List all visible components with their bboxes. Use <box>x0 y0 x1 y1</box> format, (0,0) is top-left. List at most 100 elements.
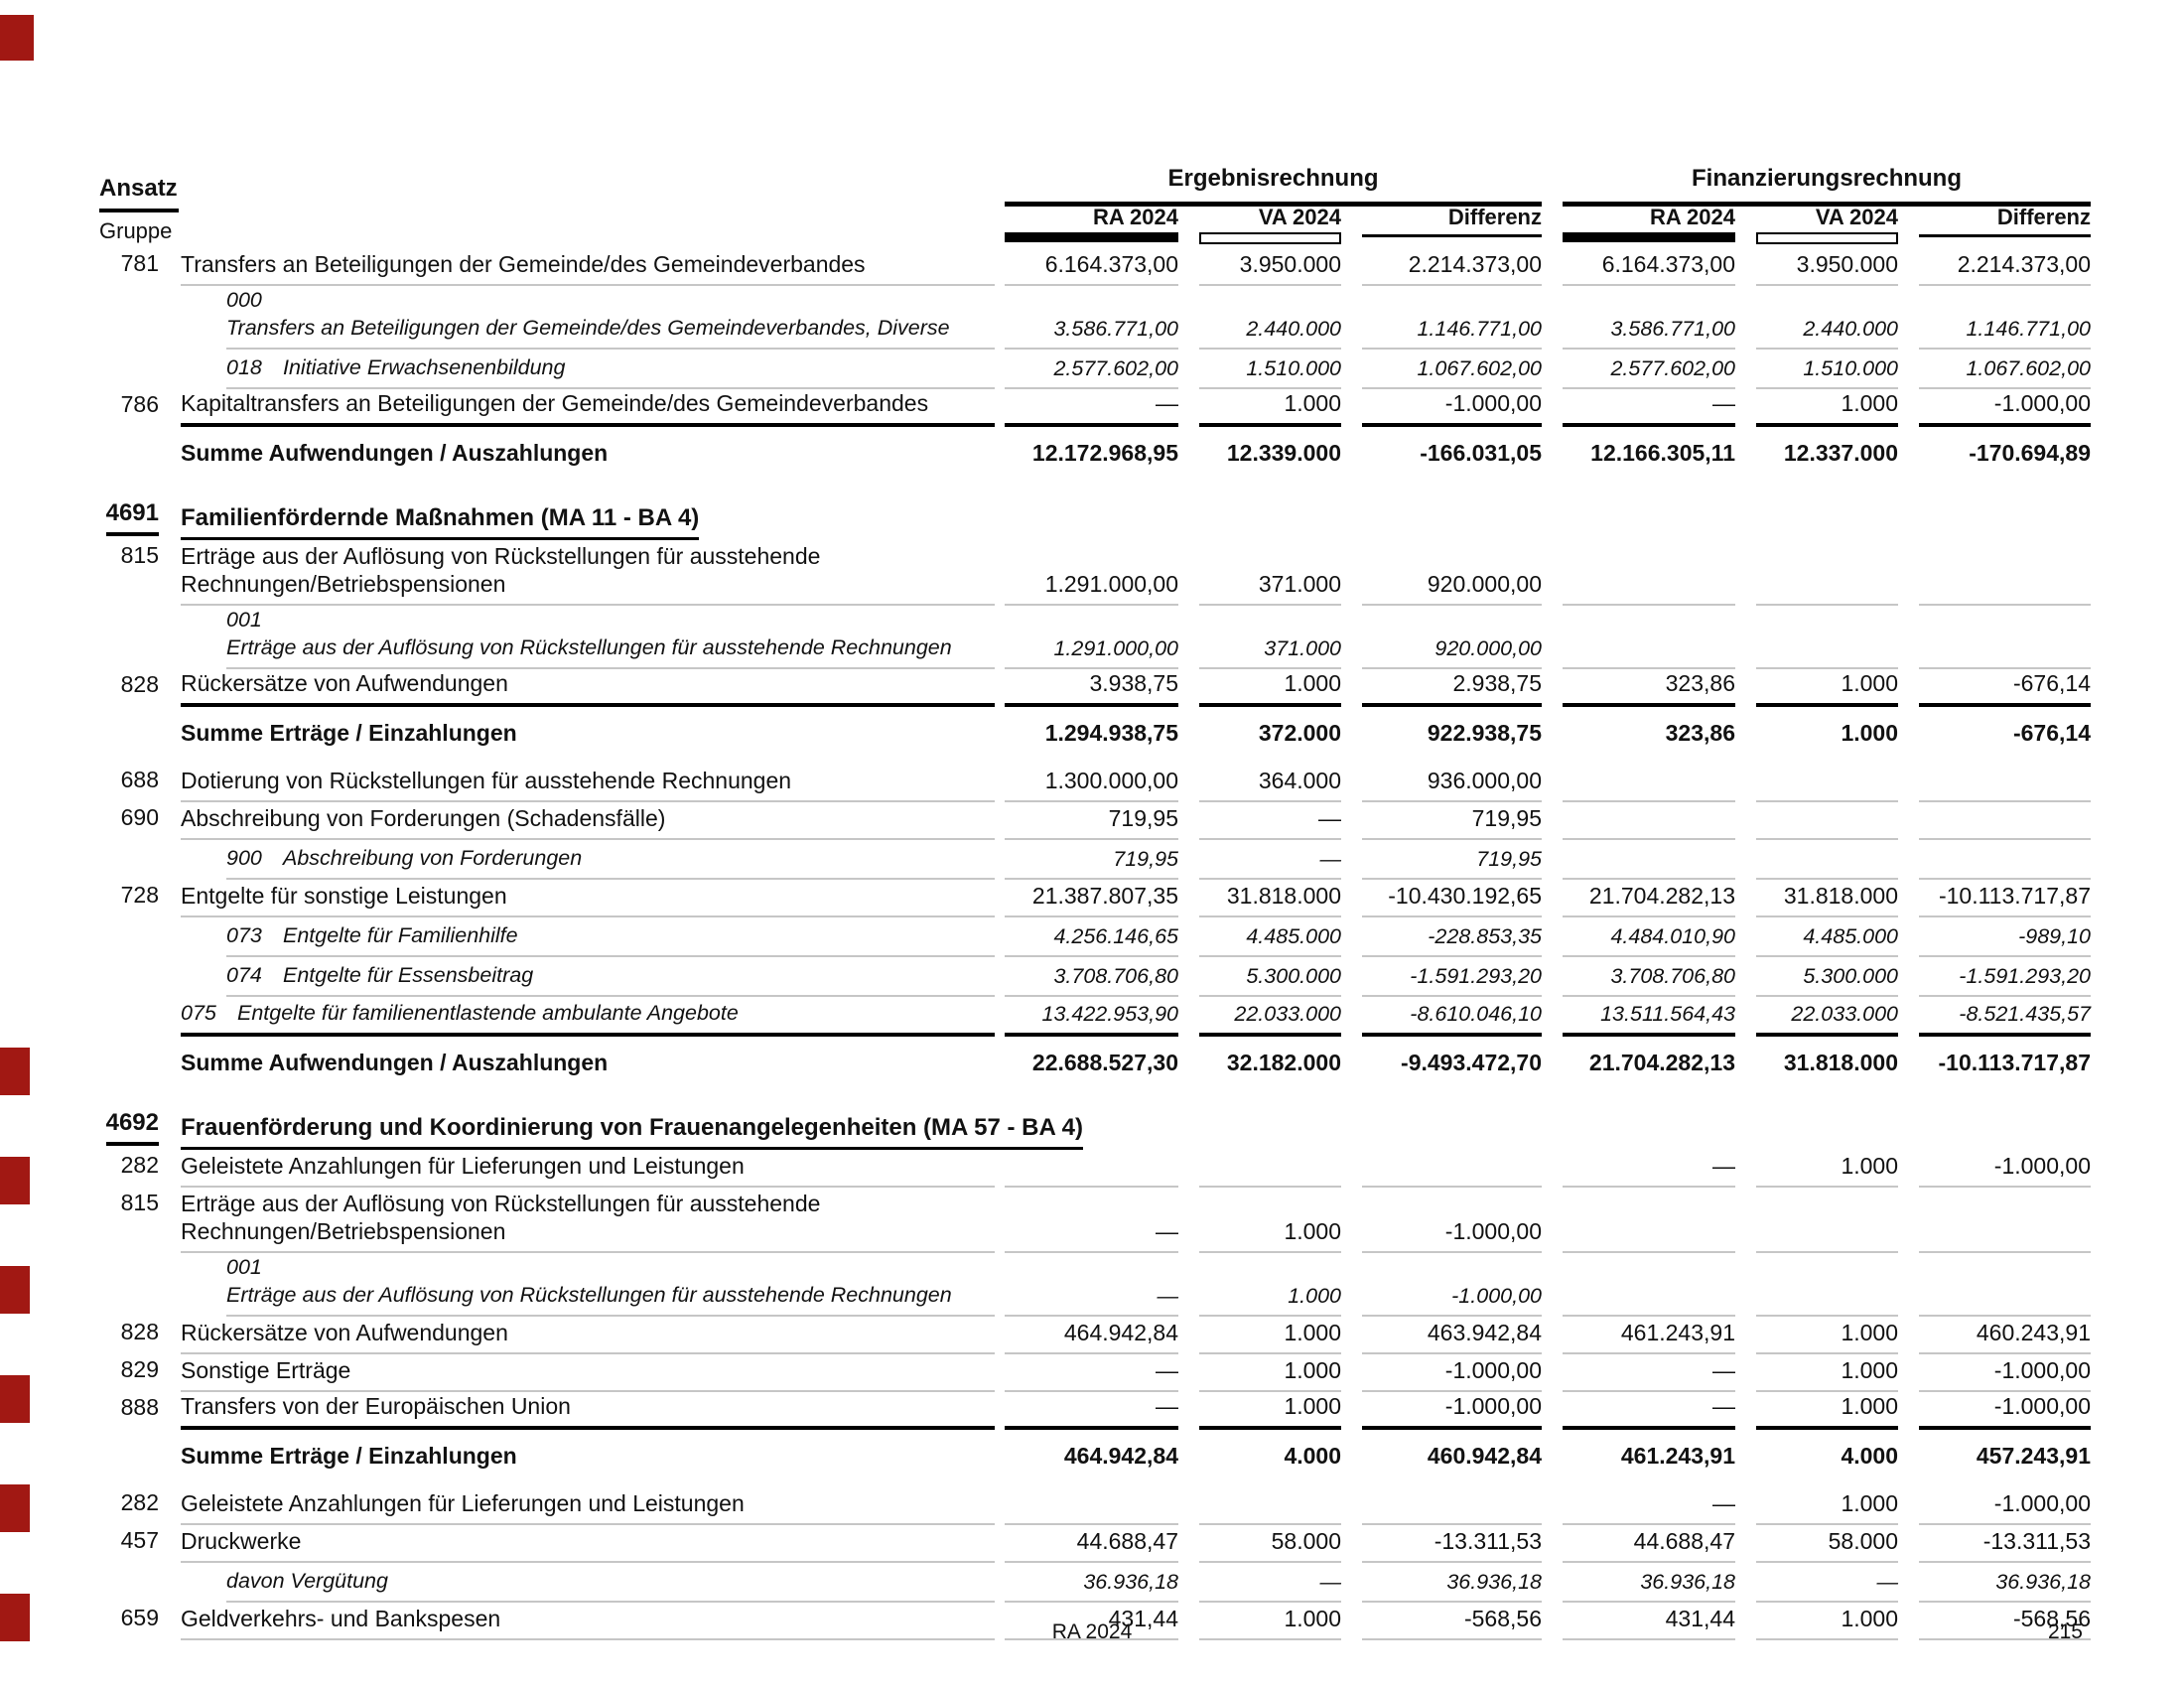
row-description-cell: Rückersätze von Aufwendungen <box>181 1317 995 1354</box>
value-cell <box>1005 1487 1178 1525</box>
row-description-text: Erträge aus der Auflösung von Rückstellu… <box>181 543 821 569</box>
gruppe-number: 828 <box>120 671 159 697</box>
value-cell: 12.172.968,95 <box>1031 440 1178 466</box>
value-cell: -228.853,35 <box>1362 917 1542 957</box>
value-cell: 463.942,84 <box>1362 1317 1542 1354</box>
row-description: Summe Aufwendungen / Auszahlungen <box>181 427 995 477</box>
row-description-cell: 001 Erträge aus der Auflösung von Rückste… <box>181 1253 995 1317</box>
row-description-text: davon Vergütung <box>226 1569 388 1593</box>
row-description: Rückersätze von Aufwendungen <box>181 1317 995 1354</box>
row-description-cell: Geldverkehrs- und Bankspesen <box>181 1603 995 1640</box>
value-cell: 1.000 <box>1756 1354 1898 1392</box>
value-cell <box>1362 1487 1542 1525</box>
value-cell: 1.510.000 <box>1199 350 1341 389</box>
row-description-cell: Druckwerke <box>181 1525 995 1563</box>
value-cell: -1.000,00 <box>1919 1354 2091 1392</box>
value-cell <box>1919 765 2091 802</box>
value-cell <box>1563 606 1735 669</box>
table-row: 828 Rückersätze von Aufwendungen 3.938,75 1… <box>0 669 2091 707</box>
value-cell: 3.586.771,00 <box>1005 286 1178 350</box>
value-cell: 1.000 <box>1756 1392 1898 1430</box>
row-description: 018 Initiative Erwachsenenbildung <box>226 350 995 389</box>
gruppe-number: 690 <box>120 804 159 830</box>
value-cell: 58.000 <box>1756 1525 1898 1563</box>
value-cell: 2.214.373,00 <box>1362 248 1542 286</box>
value-cell: 1.510.000 <box>1756 350 1898 389</box>
gruppe-number: 828 <box>120 1319 159 1344</box>
value-cell: -568,56 <box>1919 1603 2091 1640</box>
table-row: 728 Entgelte für sonstige Leistungen 21.38… <box>0 880 2091 917</box>
value-cell: 36.936,18 <box>1919 1563 2091 1603</box>
table-row: 815 Erträge aus der Auflösung von Rückste… <box>0 1188 2091 1253</box>
row-description-cell: 073 Entgelte für Familienhilfe <box>181 917 995 957</box>
value-cell: 21.704.282,13 <box>1563 880 1735 917</box>
gruppe-number <box>0 840 159 880</box>
gruppe-number <box>0 286 159 350</box>
gruppe-number: 815 <box>120 542 159 568</box>
section-title-text: Frauenförderung und Koordinierung von Fr… <box>181 1114 1083 1150</box>
row-description: 000 Transfers an Beteiligungen der Gemein… <box>226 286 995 350</box>
value-cell: 2.440.000 <box>1756 286 1898 350</box>
value-cell: — <box>1563 1354 1735 1392</box>
section-number: 4692 <box>0 1094 159 1150</box>
row-description: 900 Abschreibung von Forderungen <box>226 840 995 880</box>
value-cell: -1.000,00 <box>1362 1392 1542 1430</box>
value-cell: 1.000 <box>1756 1487 1898 1525</box>
gruppe-number <box>0 997 159 1037</box>
gruppe-number: 781 <box>120 250 159 276</box>
row-subcode: 001 <box>226 1255 262 1279</box>
row-description-text: Erträge aus der Auflösung von Rückstellu… <box>226 635 952 659</box>
value-cell <box>1756 840 1898 880</box>
row-subcode: 074 <box>226 963 262 987</box>
ra-filled-bar-erg <box>1005 232 1178 242</box>
differenz-rule-erg <box>1362 234 1542 237</box>
value-cell: 2.577.602,00 <box>1563 350 1735 389</box>
value-cell: 31.818.000 <box>1756 880 1898 917</box>
value-cell: — <box>1563 1487 1735 1525</box>
value-cell: 1.000 <box>1756 389 1898 427</box>
value-cell: 13.511.564,43 <box>1563 997 1735 1037</box>
value-cell <box>1563 802 1735 840</box>
row-description: Summe Erträge / Einzahlungen <box>181 1430 995 1479</box>
value-cell: 460.942,84 <box>1427 1443 1542 1469</box>
row-description: Dotierung von Rückstellungen für aussteh… <box>181 765 995 802</box>
column-header-va2024-fin: VA 2024 <box>1815 205 1898 229</box>
value-cell: -13.311,53 <box>1919 1525 2091 1563</box>
row-description: Sonstige Erträge <box>181 1354 995 1392</box>
row-description-text: Transfers an Beteiligungen der Gemeinde/… <box>226 316 950 340</box>
value-cell: 323,86 <box>1665 720 1735 746</box>
value-cell: -1.000,00 <box>1362 1253 1542 1317</box>
value-cell: — <box>1199 802 1341 840</box>
row-description-text: Sonstige Erträge <box>181 1357 351 1383</box>
row-description-cell: Geleistete Anzahlungen für Lieferungen u… <box>181 1150 995 1188</box>
row-description-text: Geleistete Anzahlungen für Lieferungen u… <box>181 1153 745 1179</box>
value-cell: 323,86 <box>1563 669 1735 707</box>
ansatz-underline <box>99 209 179 212</box>
value-cell: — <box>1199 840 1341 880</box>
gruppe-number <box>0 350 159 389</box>
table-row: 075 Entgelte für familienentlastende ambu… <box>0 997 2091 1037</box>
row-description: Entgelte für sonstige Leistungen <box>181 880 995 917</box>
ansatz-label: Ansatz <box>99 175 178 202</box>
section-header-row: 4691 Familienfördernde Maßnahmen (MA 11 -… <box>0 485 2091 540</box>
gruppe-number: 829 <box>120 1356 159 1382</box>
row-description-cell: 018 Initiative Erwachsenenbildung <box>181 350 995 389</box>
table-row: 829 Sonstige Erträge — 1.000 -1.000,00 — 1.000… <box>0 1354 2091 1392</box>
value-cell: 4.256.146,65 <box>1005 917 1178 957</box>
table-row: 659 Geldverkehrs- und Bankspesen 431,44 1.0… <box>0 1603 2091 1640</box>
ergebnisrechnung-rule <box>1005 202 1542 207</box>
row-description: 001 Erträge aus der Auflösung von Rückste… <box>226 606 995 669</box>
table-row: 900 Abschreibung von Forderungen 719,95 — 71… <box>0 840 2091 880</box>
value-cell: 4.000 <box>1841 1443 1898 1469</box>
value-cell: 460.243,91 <box>1919 1317 2091 1354</box>
value-cell: -1.000,00 <box>1362 1354 1542 1392</box>
row-description-cell: 000 Transfers an Beteiligungen der Gemein… <box>181 286 995 350</box>
finanzierungsrechnung-rule <box>1563 202 2091 207</box>
column-header-va2024-erg: VA 2024 <box>1258 205 1341 229</box>
value-cell: 5.300.000 <box>1756 957 1898 997</box>
thumb-index-mark <box>0 15 34 61</box>
table-row: Summe Aufwendungen / Auszahlungen 12.172.… <box>0 427 2091 477</box>
row-description-text-line2: Rechnungen/Betriebspensionen <box>181 571 506 597</box>
row-description-text: Transfers an Beteiligungen der Gemeinde/… <box>181 251 866 277</box>
row-description: Rückersätze von Aufwendungen <box>181 669 995 707</box>
